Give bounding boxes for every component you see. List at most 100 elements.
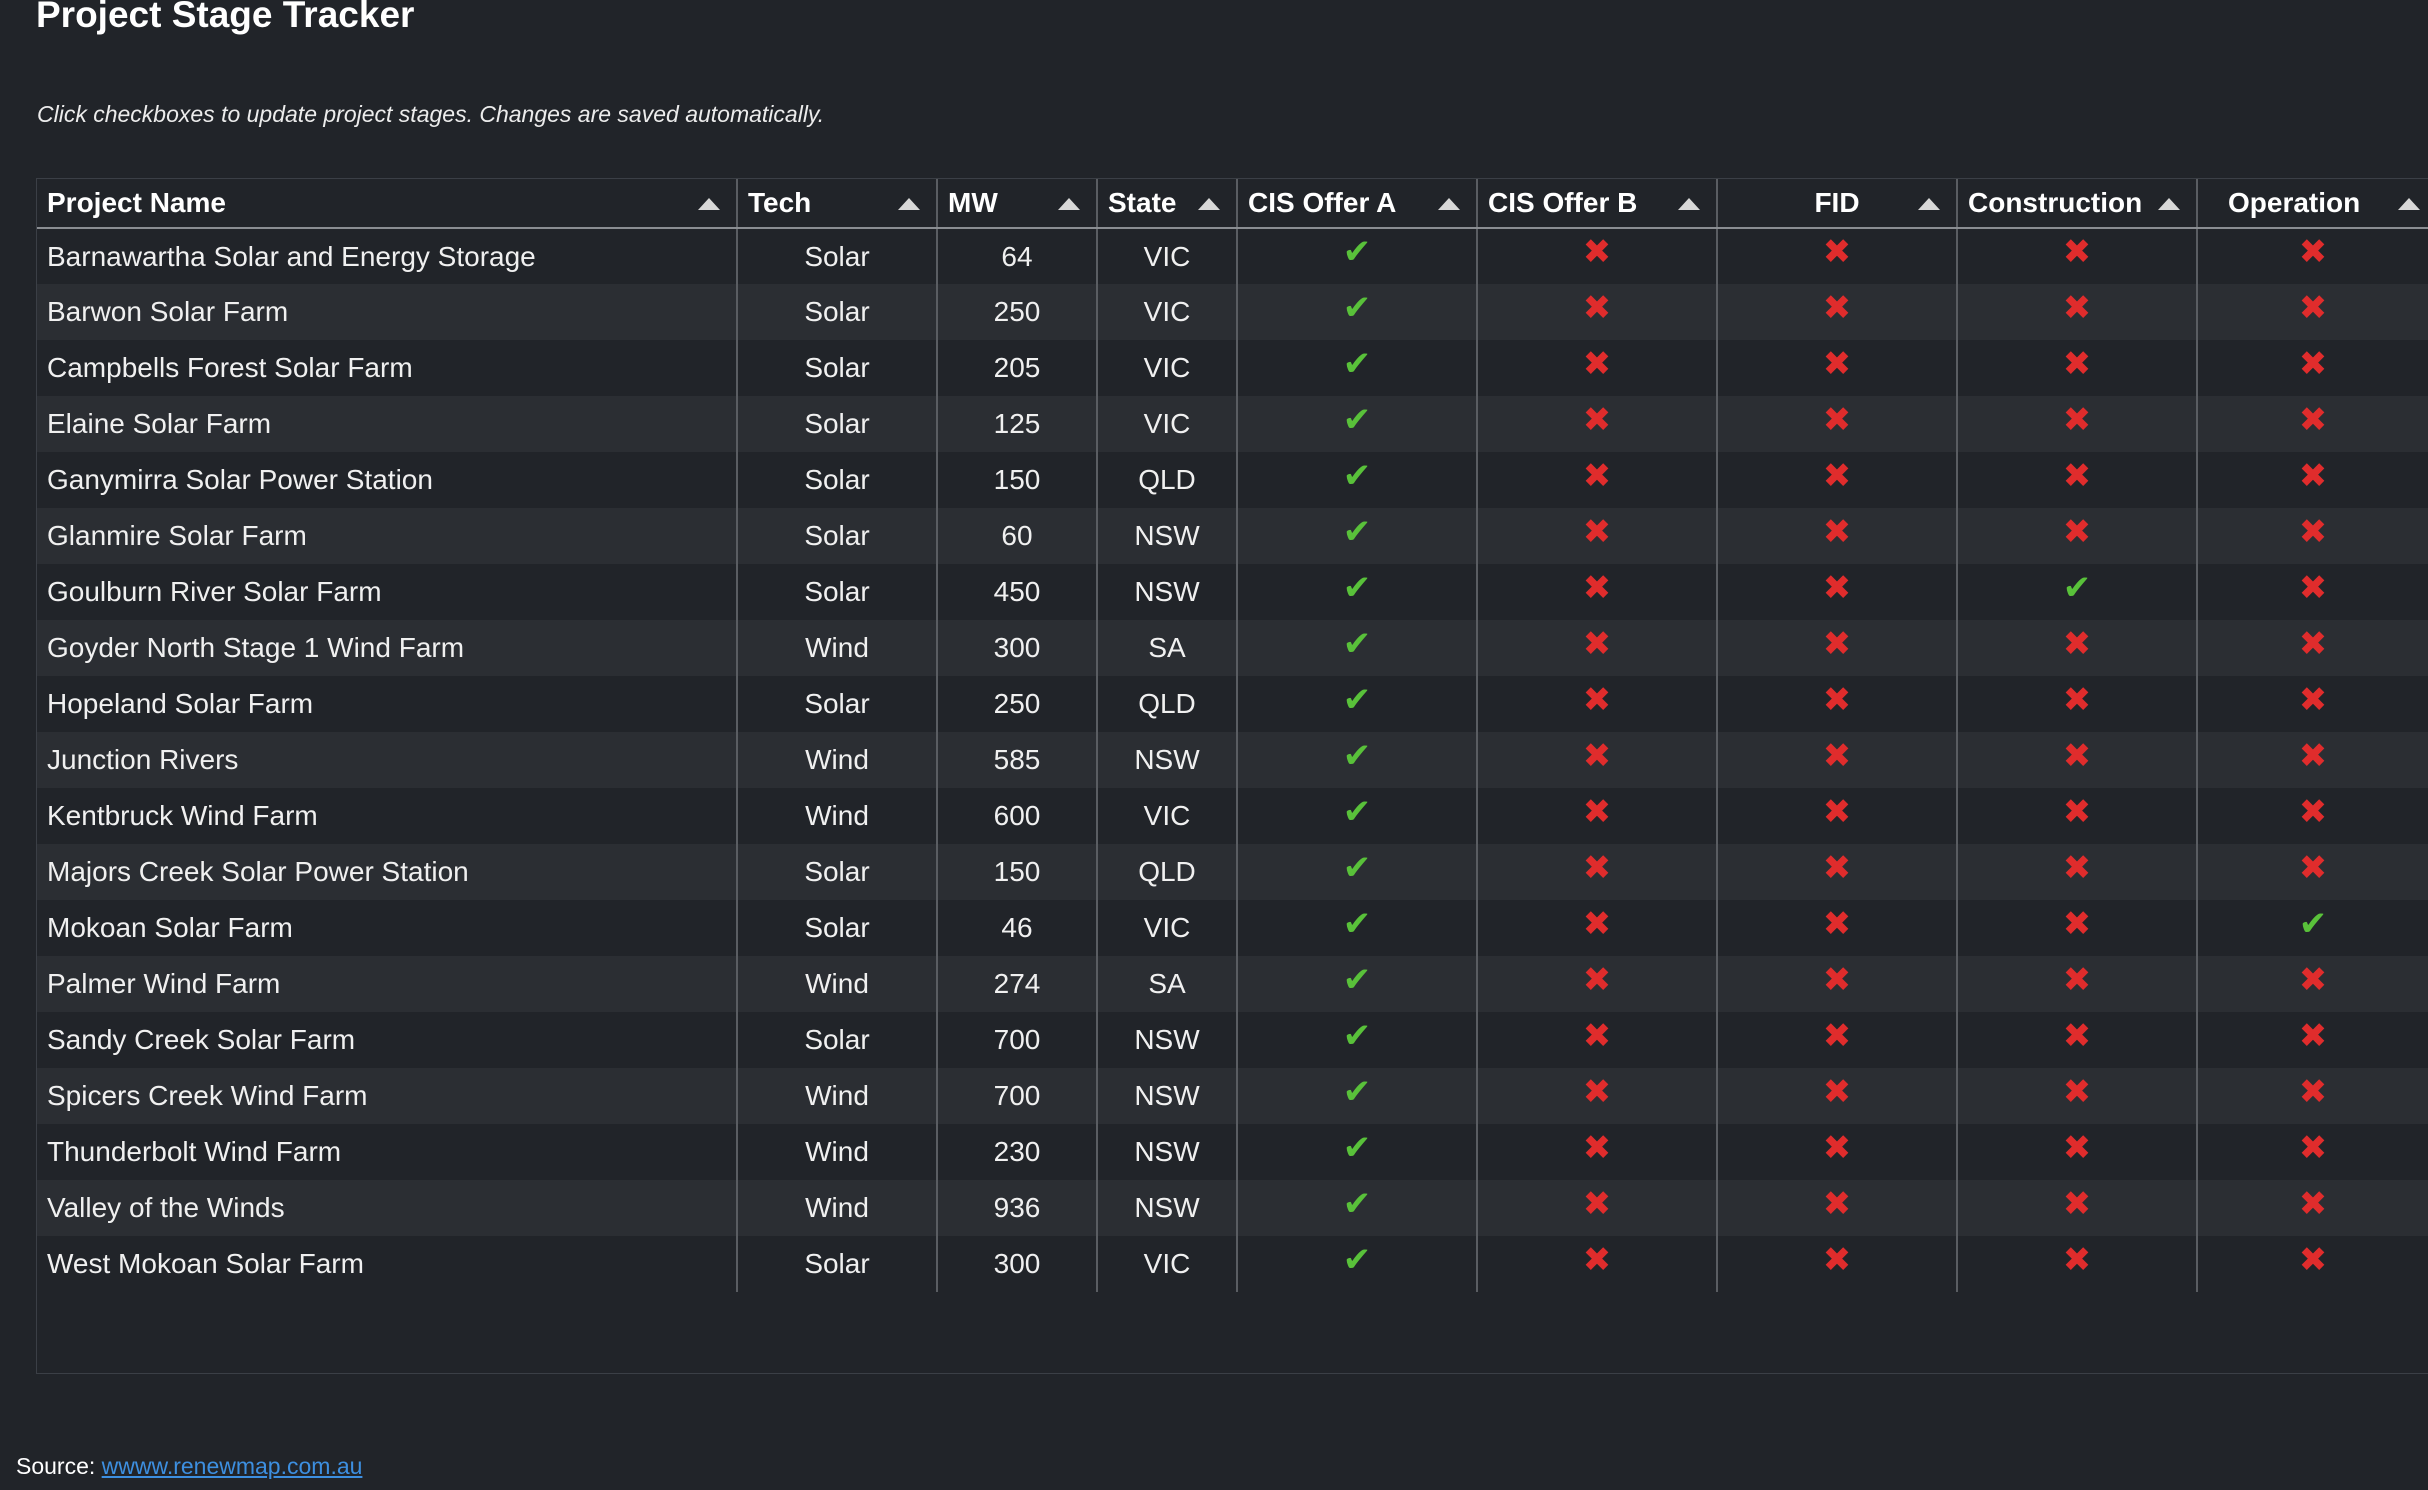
check-icon[interactable]: ✔ — [1342, 400, 1372, 439]
cross-icon[interactable]: ✖ — [2298, 400, 2328, 439]
cross-icon[interactable]: ✖ — [2062, 680, 2092, 719]
cross-icon[interactable]: ✖ — [1582, 904, 1612, 943]
cross-icon[interactable]: ✖ — [1822, 288, 1852, 327]
cross-icon[interactable]: ✖ — [1582, 1184, 1612, 1223]
cross-icon[interactable]: ✖ — [2062, 233, 2092, 271]
cross-icon[interactable]: ✖ — [1822, 512, 1852, 551]
cross-icon[interactable]: ✖ — [2062, 288, 2092, 327]
cross-icon[interactable]: ✖ — [2062, 960, 2092, 999]
cross-icon[interactable]: ✖ — [2062, 1072, 2092, 1111]
cross-icon[interactable]: ✖ — [1822, 904, 1852, 943]
cross-icon[interactable]: ✖ — [2298, 1184, 2328, 1223]
check-icon[interactable]: ✔ — [1342, 1240, 1372, 1279]
check-icon[interactable]: ✔ — [1342, 680, 1372, 719]
sort-arrow-icon[interactable] — [1058, 198, 1080, 210]
cross-icon[interactable]: ✖ — [1582, 960, 1612, 999]
column-header-cis-offer-b[interactable]: CIS Offer B — [1477, 179, 1718, 229]
check-icon[interactable]: ✔ — [1342, 1016, 1372, 1055]
check-icon[interactable]: ✔ — [1342, 848, 1372, 887]
sort-arrow-icon[interactable] — [1678, 198, 1700, 210]
cross-icon[interactable]: ✖ — [2062, 512, 2092, 551]
check-icon[interactable]: ✔ — [1342, 792, 1372, 831]
check-icon[interactable]: ✔ — [1342, 960, 1372, 999]
cross-icon[interactable]: ✖ — [1582, 344, 1612, 383]
cross-icon[interactable]: ✖ — [1582, 624, 1612, 663]
cross-icon[interactable]: ✖ — [2298, 1072, 2328, 1111]
cross-icon[interactable]: ✖ — [1822, 1240, 1852, 1279]
cross-icon[interactable]: ✖ — [2298, 624, 2328, 663]
cross-icon[interactable]: ✖ — [2298, 568, 2328, 607]
sort-arrow-icon[interactable] — [2398, 198, 2420, 210]
column-header-state[interactable]: State — [1097, 179, 1238, 229]
cross-icon[interactable]: ✖ — [1582, 736, 1612, 775]
check-icon[interactable]: ✔ — [1342, 1184, 1372, 1223]
check-icon[interactable]: ✔ — [2062, 568, 2092, 607]
check-icon[interactable]: ✔ — [1342, 512, 1372, 551]
cross-icon[interactable]: ✖ — [1822, 1128, 1852, 1167]
cross-icon[interactable]: ✖ — [2298, 1016, 2328, 1055]
cross-icon[interactable]: ✖ — [2298, 848, 2328, 887]
cross-icon[interactable]: ✖ — [1582, 848, 1612, 887]
table-container[interactable]: Project Name Tech MW State CIS Offer A C… — [36, 178, 2428, 1374]
cross-icon[interactable]: ✖ — [1822, 736, 1852, 775]
cross-icon[interactable]: ✖ — [1582, 792, 1612, 831]
cross-icon[interactable]: ✖ — [2062, 1016, 2092, 1055]
cross-icon[interactable]: ✖ — [2062, 400, 2092, 439]
cross-icon[interactable]: ✖ — [1582, 233, 1612, 271]
cross-icon[interactable]: ✖ — [1822, 1072, 1852, 1111]
sort-arrow-icon[interactable] — [1438, 198, 1460, 210]
cross-icon[interactable]: ✖ — [1582, 512, 1612, 551]
sort-arrow-icon[interactable] — [1198, 198, 1220, 210]
cross-icon[interactable]: ✖ — [1582, 1072, 1612, 1111]
check-icon[interactable]: ✔ — [1342, 568, 1372, 607]
cross-icon[interactable]: ✖ — [1822, 456, 1852, 495]
check-icon[interactable]: ✔ — [1342, 344, 1372, 383]
cross-icon[interactable]: ✖ — [1582, 400, 1612, 439]
cross-icon[interactable]: ✖ — [1822, 960, 1852, 999]
column-header-fid[interactable]: FID — [1717, 179, 1958, 229]
cross-icon[interactable]: ✖ — [2062, 456, 2092, 495]
cross-icon[interactable]: ✖ — [2298, 288, 2328, 327]
cross-icon[interactable]: ✖ — [2062, 344, 2092, 383]
cross-icon[interactable]: ✖ — [1822, 680, 1852, 719]
cross-icon[interactable]: ✖ — [2062, 1240, 2092, 1279]
cross-icon[interactable]: ✖ — [1582, 568, 1612, 607]
cross-icon[interactable]: ✖ — [2298, 680, 2328, 719]
check-icon[interactable]: ✔ — [1342, 233, 1372, 271]
check-icon[interactable]: ✔ — [1342, 456, 1372, 495]
column-header-construction[interactable]: Construction — [1957, 179, 2198, 229]
cross-icon[interactable]: ✖ — [1582, 1240, 1612, 1279]
cross-icon[interactable]: ✖ — [2298, 1240, 2328, 1279]
cross-icon[interactable]: ✖ — [1822, 344, 1852, 383]
cross-icon[interactable]: ✖ — [1822, 233, 1852, 271]
cross-icon[interactable]: ✖ — [2298, 792, 2328, 831]
cross-icon[interactable]: ✖ — [2298, 512, 2328, 551]
cross-icon[interactable]: ✖ — [1582, 680, 1612, 719]
check-icon[interactable]: ✔ — [1342, 904, 1372, 943]
column-header-operation[interactable]: Operation — [2197, 179, 2428, 229]
cross-icon[interactable]: ✖ — [1582, 1016, 1612, 1055]
cross-icon[interactable]: ✖ — [2062, 624, 2092, 663]
cross-icon[interactable]: ✖ — [1582, 456, 1612, 495]
cross-icon[interactable]: ✖ — [1822, 792, 1852, 831]
cross-icon[interactable]: ✖ — [1822, 568, 1852, 607]
check-icon[interactable]: ✔ — [1342, 1128, 1372, 1167]
cross-icon[interactable]: ✖ — [2062, 1184, 2092, 1223]
cross-icon[interactable]: ✖ — [2062, 1128, 2092, 1167]
column-header-mw[interactable]: MW — [937, 179, 1098, 229]
cross-icon[interactable]: ✖ — [2298, 736, 2328, 775]
cross-icon[interactable]: ✖ — [2298, 233, 2328, 271]
cross-icon[interactable]: ✖ — [1822, 624, 1852, 663]
cross-icon[interactable]: ✖ — [1822, 848, 1852, 887]
check-icon[interactable]: ✔ — [1342, 288, 1372, 327]
cross-icon[interactable]: ✖ — [2062, 848, 2092, 887]
cross-icon[interactable]: ✖ — [2062, 792, 2092, 831]
check-icon[interactable]: ✔ — [1342, 736, 1372, 775]
source-link[interactable]: wwww.renewmap.com.au — [101, 1453, 363, 1479]
cross-icon[interactable]: ✖ — [2298, 456, 2328, 495]
check-icon[interactable]: ✔ — [1342, 624, 1372, 663]
cross-icon[interactable]: ✖ — [1582, 288, 1612, 327]
cross-icon[interactable]: ✖ — [1822, 1184, 1852, 1223]
cross-icon[interactable]: ✖ — [1822, 1016, 1852, 1055]
sort-arrow-icon[interactable] — [2158, 198, 2180, 210]
